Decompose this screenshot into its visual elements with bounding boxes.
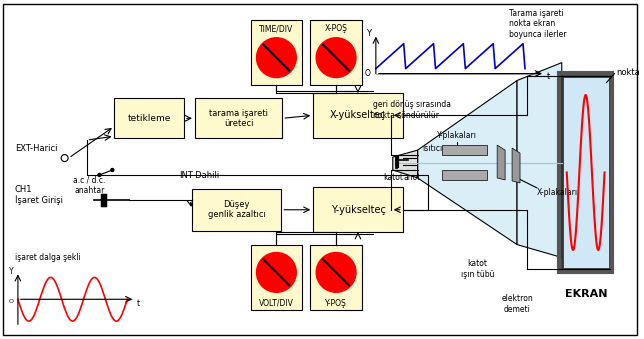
Text: CH1
İşaret Girişi: CH1 İşaret Girişi [15, 185, 63, 205]
Text: Y-POŞ: Y-POŞ [325, 299, 347, 308]
FancyBboxPatch shape [115, 98, 184, 138]
FancyBboxPatch shape [310, 245, 362, 310]
Text: X-yükselteç: X-yükselteç [330, 110, 386, 120]
Text: X-plakaları: X-plakaları [537, 188, 578, 197]
Text: VOLT/DIV: VOLT/DIV [259, 299, 294, 308]
FancyBboxPatch shape [251, 20, 302, 85]
Polygon shape [512, 148, 520, 183]
Text: ısıtıcı: ısıtıcı [422, 144, 443, 153]
Text: EXT-Harici: EXT-Harici [15, 144, 57, 153]
Text: O: O [365, 69, 371, 78]
Text: t: t [137, 299, 140, 308]
Text: tetikleme: tetikleme [128, 114, 171, 123]
Polygon shape [517, 63, 562, 258]
Text: katot
ışın tübü: katot ışın tübü [460, 259, 494, 279]
Text: t: t [547, 72, 550, 81]
Text: Düşey
genlik azaltıcı: Düşey genlik azaltıcı [208, 200, 265, 219]
Text: geri dönüş sırasında
nokta söndürülür: geri dönüş sırasında nokta söndürülür [373, 100, 451, 120]
Text: INT-Dahili: INT-Dahili [179, 172, 219, 180]
Text: katot: katot [383, 173, 402, 182]
Polygon shape [442, 145, 488, 155]
Circle shape [111, 168, 114, 172]
FancyBboxPatch shape [313, 187, 402, 232]
Text: Y: Y [366, 29, 371, 38]
Polygon shape [393, 150, 417, 178]
Text: TIME/DIV: TIME/DIV [260, 24, 294, 33]
FancyBboxPatch shape [192, 189, 281, 231]
Text: nokta: nokta [616, 68, 640, 77]
Circle shape [256, 253, 296, 292]
FancyBboxPatch shape [562, 76, 609, 270]
Circle shape [98, 174, 101, 177]
Text: Y: Y [9, 267, 14, 276]
FancyBboxPatch shape [251, 245, 302, 310]
Text: tarama işareti
üreteci: tarama işareti üreteci [209, 108, 268, 128]
Text: Tarama işareti
nokta ekran
boyunca ilerler: Tarama işareti nokta ekran boyunca ilerl… [509, 9, 567, 39]
Text: Y-yükselteç: Y-yükselteç [330, 205, 385, 215]
Polygon shape [417, 80, 517, 244]
Text: Y-plakaları: Y-plakaları [437, 131, 477, 140]
Circle shape [316, 38, 356, 78]
Circle shape [316, 253, 356, 292]
Circle shape [256, 38, 296, 78]
Text: a.c / d.c.
anahtar: a.c / d.c. anahtar [73, 175, 106, 195]
FancyBboxPatch shape [310, 20, 362, 85]
Text: işaret dalga şekli: işaret dalga şekli [15, 253, 80, 262]
Text: anot: anot [404, 173, 421, 182]
FancyBboxPatch shape [313, 93, 402, 138]
Text: O: O [9, 299, 14, 304]
Circle shape [61, 155, 68, 162]
Text: X-POŞ: X-POŞ [325, 24, 348, 33]
FancyBboxPatch shape [3, 4, 638, 335]
Polygon shape [497, 145, 505, 180]
Text: elektron
demeti: elektron demeti [501, 294, 533, 314]
Text: EKRAN: EKRAN [565, 289, 608, 299]
Polygon shape [442, 170, 488, 180]
FancyBboxPatch shape [195, 98, 282, 138]
